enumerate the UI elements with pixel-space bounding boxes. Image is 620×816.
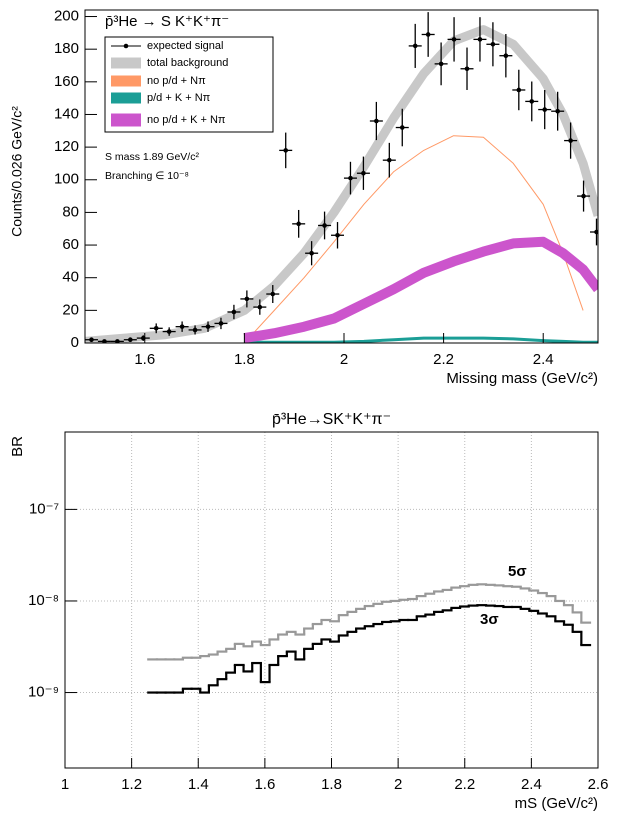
data-point (425, 32, 431, 37)
data-point (581, 193, 586, 199)
data-point (192, 327, 198, 333)
data-point (179, 324, 185, 329)
y-axis-label: BR (9, 436, 26, 457)
data-point (309, 250, 314, 256)
x-tick-label: 1.8 (234, 351, 255, 368)
data-point (451, 37, 457, 42)
data-point (374, 118, 379, 124)
y-tick-label: 0 (71, 334, 79, 351)
data-point (153, 326, 159, 331)
data-point (231, 309, 237, 315)
legend-label: p/d + K + Nπ (147, 92, 211, 104)
y-tick-label: 20 (62, 301, 79, 318)
curve (243, 236, 598, 343)
data-point (412, 43, 418, 49)
data-point (594, 229, 598, 235)
y-tick-label: 10⁻⁷ (29, 500, 59, 517)
y-tick-label: 40 (62, 269, 79, 286)
plot-area (85, 12, 598, 343)
data-point (270, 291, 276, 297)
series-label: 5σ (508, 563, 527, 580)
legend-swatch (111, 113, 141, 127)
curve (244, 336, 598, 343)
x-tick-label: 1.6 (134, 351, 155, 368)
legend-swatch (111, 92, 141, 104)
chart-title: p̄³He → S K⁺K⁺π⁻ (105, 13, 229, 30)
data-point (555, 108, 560, 114)
x-tick-label: 2 (394, 776, 402, 793)
data-point (399, 125, 405, 130)
x-tick-label: 2.2 (454, 776, 475, 793)
x-tick-label: 1.8 (321, 776, 342, 793)
data-point (102, 339, 107, 343)
data-point (477, 37, 483, 42)
data-point (283, 148, 289, 153)
legend-label: no p/d + K + Nπ (147, 114, 226, 126)
data-point (296, 221, 301, 227)
legend-label: no p/d + Nπ (147, 75, 206, 87)
data-point (361, 170, 366, 176)
y-tick-label: 10⁻⁹ (28, 684, 59, 701)
legend-label: total background (147, 57, 228, 69)
data-point (529, 99, 535, 104)
data-point (348, 175, 353, 181)
legend-swatch (111, 57, 141, 69)
x-tick-label: 2.6 (588, 776, 609, 793)
legend-swatch (111, 75, 141, 87)
data-point (568, 138, 573, 143)
data-point (128, 337, 133, 343)
y-tick-label: 140 (54, 105, 79, 122)
x-tick-label: 1.6 (254, 776, 275, 793)
series-label: 3σ (480, 611, 499, 628)
y-tick-label: 10⁻⁸ (28, 592, 59, 609)
y-tick-label: 60 (62, 236, 79, 253)
x-tick-label: 1 (61, 776, 69, 793)
data-point (218, 321, 224, 326)
x-tick-label: 2.4 (533, 351, 554, 368)
x-axis-label: mS (GeV/c²) (515, 795, 598, 812)
data-point (542, 107, 548, 112)
curve (244, 135, 584, 343)
y-tick-label: 180 (54, 40, 79, 57)
chart-title: p̄³He→SK⁺K⁺π⁻ (272, 411, 391, 428)
data-point (205, 324, 211, 329)
y-tick-label: 200 (54, 7, 79, 24)
data-point (516, 87, 522, 93)
y-tick-label: 120 (54, 138, 79, 155)
data-point (257, 304, 263, 310)
data-point (115, 339, 120, 343)
x-tick-label: 2.4 (521, 776, 542, 793)
annotation: Branching ∈ 10⁻⁸ (105, 170, 189, 182)
annotation: S mass 1.89 GeV/c² (105, 151, 199, 163)
data-point (387, 157, 392, 163)
data-point (89, 337, 94, 343)
y-tick-label: 80 (62, 203, 79, 220)
x-axis-label: Missing mass (GeV/c²) (446, 370, 598, 387)
y-axis-label: Counts/0.026 GeV/c² (9, 106, 25, 237)
x-tick-label: 2 (340, 351, 348, 368)
legend-swatch (123, 43, 129, 49)
legend-label: expected signal (147, 40, 223, 52)
data-point (438, 61, 444, 67)
frame (64, 431, 599, 769)
data-point (322, 223, 327, 228)
frame (84, 9, 599, 344)
y-tick-label: 100 (54, 171, 79, 188)
data-point (464, 66, 470, 72)
data-point (503, 53, 509, 59)
x-tick-label: 1.4 (188, 776, 209, 793)
y-tick-label: 160 (54, 73, 79, 90)
data-point (244, 296, 250, 302)
data-point (335, 232, 340, 238)
data-point (166, 329, 172, 334)
data-point (490, 41, 496, 47)
plot-area (65, 432, 598, 768)
x-tick-label: 1.2 (121, 776, 142, 793)
x-tick-label: 2.2 (433, 351, 454, 368)
